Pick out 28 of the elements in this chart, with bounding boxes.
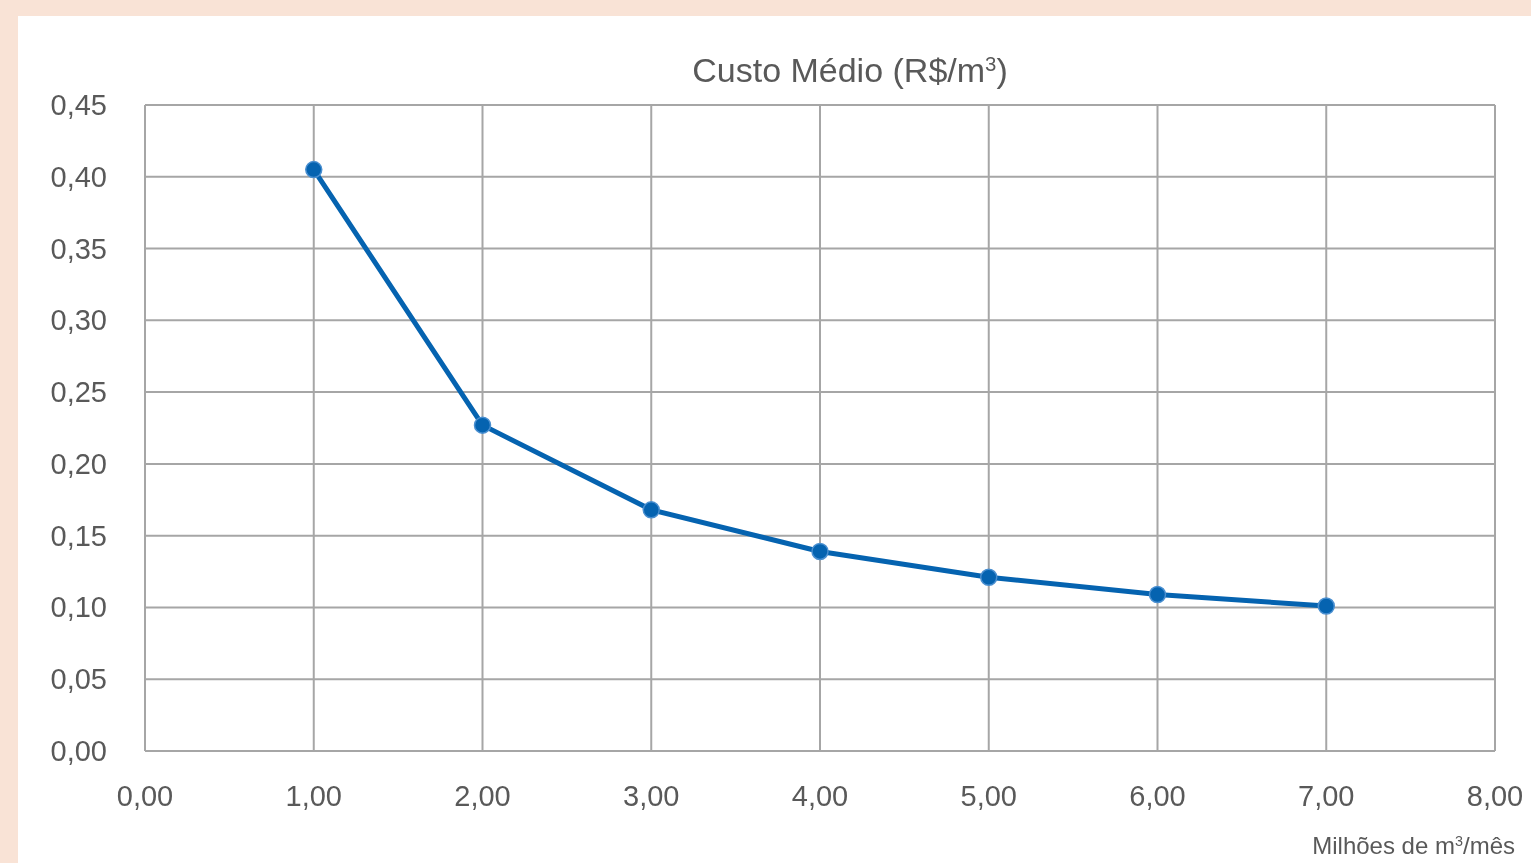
y-tick-label: 0,20 bbox=[50, 447, 107, 480]
y-tick-label: 0,35 bbox=[50, 232, 107, 265]
y-tick-label: 0,25 bbox=[50, 376, 107, 409]
x-axis-title: Milhões de m$^{3}$/mês bbox=[1312, 832, 1515, 859]
point bbox=[1317, 597, 1335, 615]
point bbox=[642, 501, 660, 519]
x-tick-label: 3,00 bbox=[623, 780, 680, 812]
y-tick-label: 0,10 bbox=[50, 591, 107, 624]
y-tick-label: 0,45 bbox=[50, 89, 107, 121]
point bbox=[980, 568, 998, 587]
chart-title: Custo Médio (R$/m$^{3}$) bbox=[692, 51, 1008, 89]
y-tick-label: 0,40 bbox=[50, 160, 107, 193]
x-tick-label: 7,00 bbox=[1298, 780, 1355, 812]
y-tick-label: 0,15 bbox=[50, 519, 107, 552]
x-tick-label: 6,00 bbox=[1129, 780, 1186, 812]
x-tick-label: 4,00 bbox=[791, 780, 849, 812]
point bbox=[473, 416, 492, 434]
x-tick-label: 5,00 bbox=[960, 780, 1017, 812]
point bbox=[811, 542, 829, 561]
y-tick-label: 0,05 bbox=[50, 663, 107, 696]
point bbox=[305, 160, 323, 179]
x-tick-label: 2,00 bbox=[454, 780, 511, 812]
x-tick-label: 8,00 bbox=[1466, 780, 1524, 812]
point bbox=[1148, 585, 1167, 604]
x-tick-label: 0,00 bbox=[116, 780, 174, 812]
y-tick-label: 0,00 bbox=[50, 735, 107, 767]
y-tick-label: 0,30 bbox=[50, 304, 107, 337]
x-tick-label: 1,00 bbox=[285, 780, 342, 812]
